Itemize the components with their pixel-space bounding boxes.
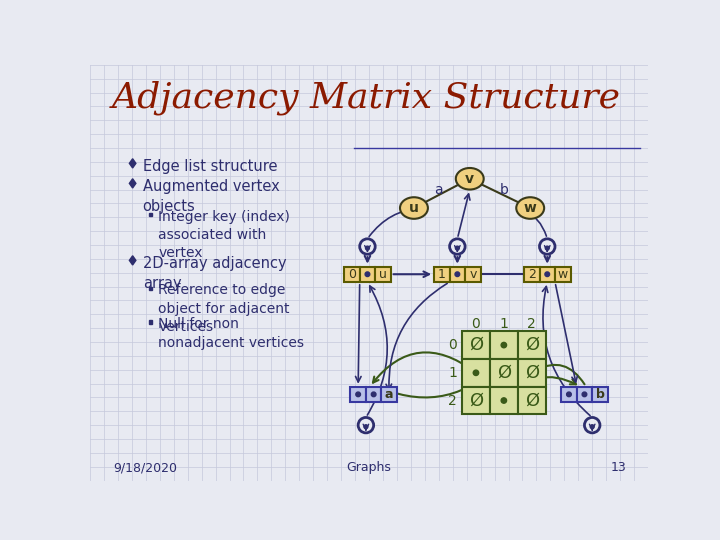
Text: 0: 0: [348, 268, 356, 281]
FancyBboxPatch shape: [360, 267, 375, 282]
Text: 0: 0: [472, 316, 480, 330]
Text: 2: 2: [449, 394, 457, 408]
FancyBboxPatch shape: [555, 267, 570, 282]
Circle shape: [539, 239, 555, 254]
Text: b: b: [500, 183, 508, 197]
Text: Ø: Ø: [525, 392, 539, 409]
FancyBboxPatch shape: [490, 359, 518, 387]
Text: a: a: [433, 183, 442, 197]
Text: Integer key (index)
associated with
vertex: Integer key (index) associated with vert…: [158, 210, 290, 260]
FancyBboxPatch shape: [434, 267, 449, 282]
Polygon shape: [130, 159, 136, 168]
Text: w: w: [557, 268, 568, 281]
Circle shape: [360, 239, 375, 254]
Text: Graphs: Graphs: [346, 462, 392, 475]
Text: 9/18/2020: 9/18/2020: [113, 462, 177, 475]
Circle shape: [364, 425, 368, 429]
Circle shape: [456, 246, 459, 250]
Ellipse shape: [516, 197, 544, 219]
FancyBboxPatch shape: [465, 267, 481, 282]
FancyBboxPatch shape: [344, 267, 360, 282]
Text: Null for non
nonadjacent vertices: Null for non nonadjacent vertices: [158, 318, 304, 350]
Ellipse shape: [400, 197, 428, 219]
Circle shape: [366, 246, 369, 250]
FancyBboxPatch shape: [518, 331, 546, 359]
Circle shape: [365, 272, 370, 276]
Text: 1: 1: [500, 316, 508, 330]
FancyBboxPatch shape: [593, 387, 608, 402]
Text: Ø: Ø: [525, 336, 539, 354]
FancyBboxPatch shape: [490, 331, 518, 359]
Circle shape: [372, 392, 376, 397]
Circle shape: [356, 392, 361, 397]
Circle shape: [582, 392, 587, 397]
Text: 2: 2: [527, 316, 536, 330]
FancyBboxPatch shape: [561, 387, 577, 402]
Circle shape: [567, 392, 571, 397]
Text: Reference to edge
object for adjacent
vertices: Reference to edge object for adjacent ve…: [158, 284, 289, 334]
FancyBboxPatch shape: [490, 387, 518, 414]
FancyBboxPatch shape: [462, 331, 490, 359]
Text: Ø: Ø: [469, 392, 483, 409]
FancyBboxPatch shape: [539, 267, 555, 282]
Circle shape: [501, 398, 507, 403]
Text: Augmented vertex
objects: Augmented vertex objects: [143, 179, 279, 213]
FancyBboxPatch shape: [449, 267, 465, 282]
Text: w: w: [523, 201, 536, 215]
Circle shape: [358, 417, 374, 433]
Circle shape: [545, 272, 549, 276]
FancyBboxPatch shape: [518, 387, 546, 414]
FancyBboxPatch shape: [524, 267, 539, 282]
Polygon shape: [130, 256, 136, 265]
Text: 1: 1: [449, 366, 457, 380]
Text: 13: 13: [611, 462, 626, 475]
FancyBboxPatch shape: [382, 387, 397, 402]
FancyBboxPatch shape: [462, 359, 490, 387]
Text: Adjacency Matrix Structure: Adjacency Matrix Structure: [112, 80, 621, 114]
Circle shape: [585, 417, 600, 433]
Bar: [149, 320, 152, 323]
Text: b: b: [595, 388, 604, 401]
Text: u: u: [409, 201, 419, 215]
FancyBboxPatch shape: [577, 387, 593, 402]
Bar: [149, 287, 152, 289]
Text: a: a: [385, 388, 393, 401]
Text: v: v: [469, 268, 477, 281]
FancyBboxPatch shape: [462, 387, 490, 414]
Circle shape: [501, 342, 507, 348]
Text: 0: 0: [449, 338, 457, 352]
Text: v: v: [465, 172, 474, 186]
Text: u: u: [379, 268, 387, 281]
Circle shape: [449, 239, 465, 254]
Circle shape: [455, 272, 459, 276]
Circle shape: [473, 370, 479, 375]
FancyBboxPatch shape: [518, 359, 546, 387]
Text: Ø: Ø: [469, 336, 483, 354]
Ellipse shape: [456, 168, 484, 190]
Circle shape: [545, 246, 549, 250]
Text: 2: 2: [528, 268, 536, 281]
Text: 1: 1: [438, 268, 446, 281]
FancyBboxPatch shape: [375, 267, 391, 282]
Text: 2D-array adjacency
array: 2D-array adjacency array: [143, 256, 287, 291]
Bar: [149, 213, 152, 215]
Polygon shape: [130, 179, 136, 188]
Text: Edge list structure: Edge list structure: [143, 159, 277, 174]
Circle shape: [590, 425, 594, 429]
Text: Ø: Ø: [525, 364, 539, 382]
FancyBboxPatch shape: [366, 387, 382, 402]
FancyBboxPatch shape: [351, 387, 366, 402]
Text: Ø: Ø: [497, 364, 511, 382]
